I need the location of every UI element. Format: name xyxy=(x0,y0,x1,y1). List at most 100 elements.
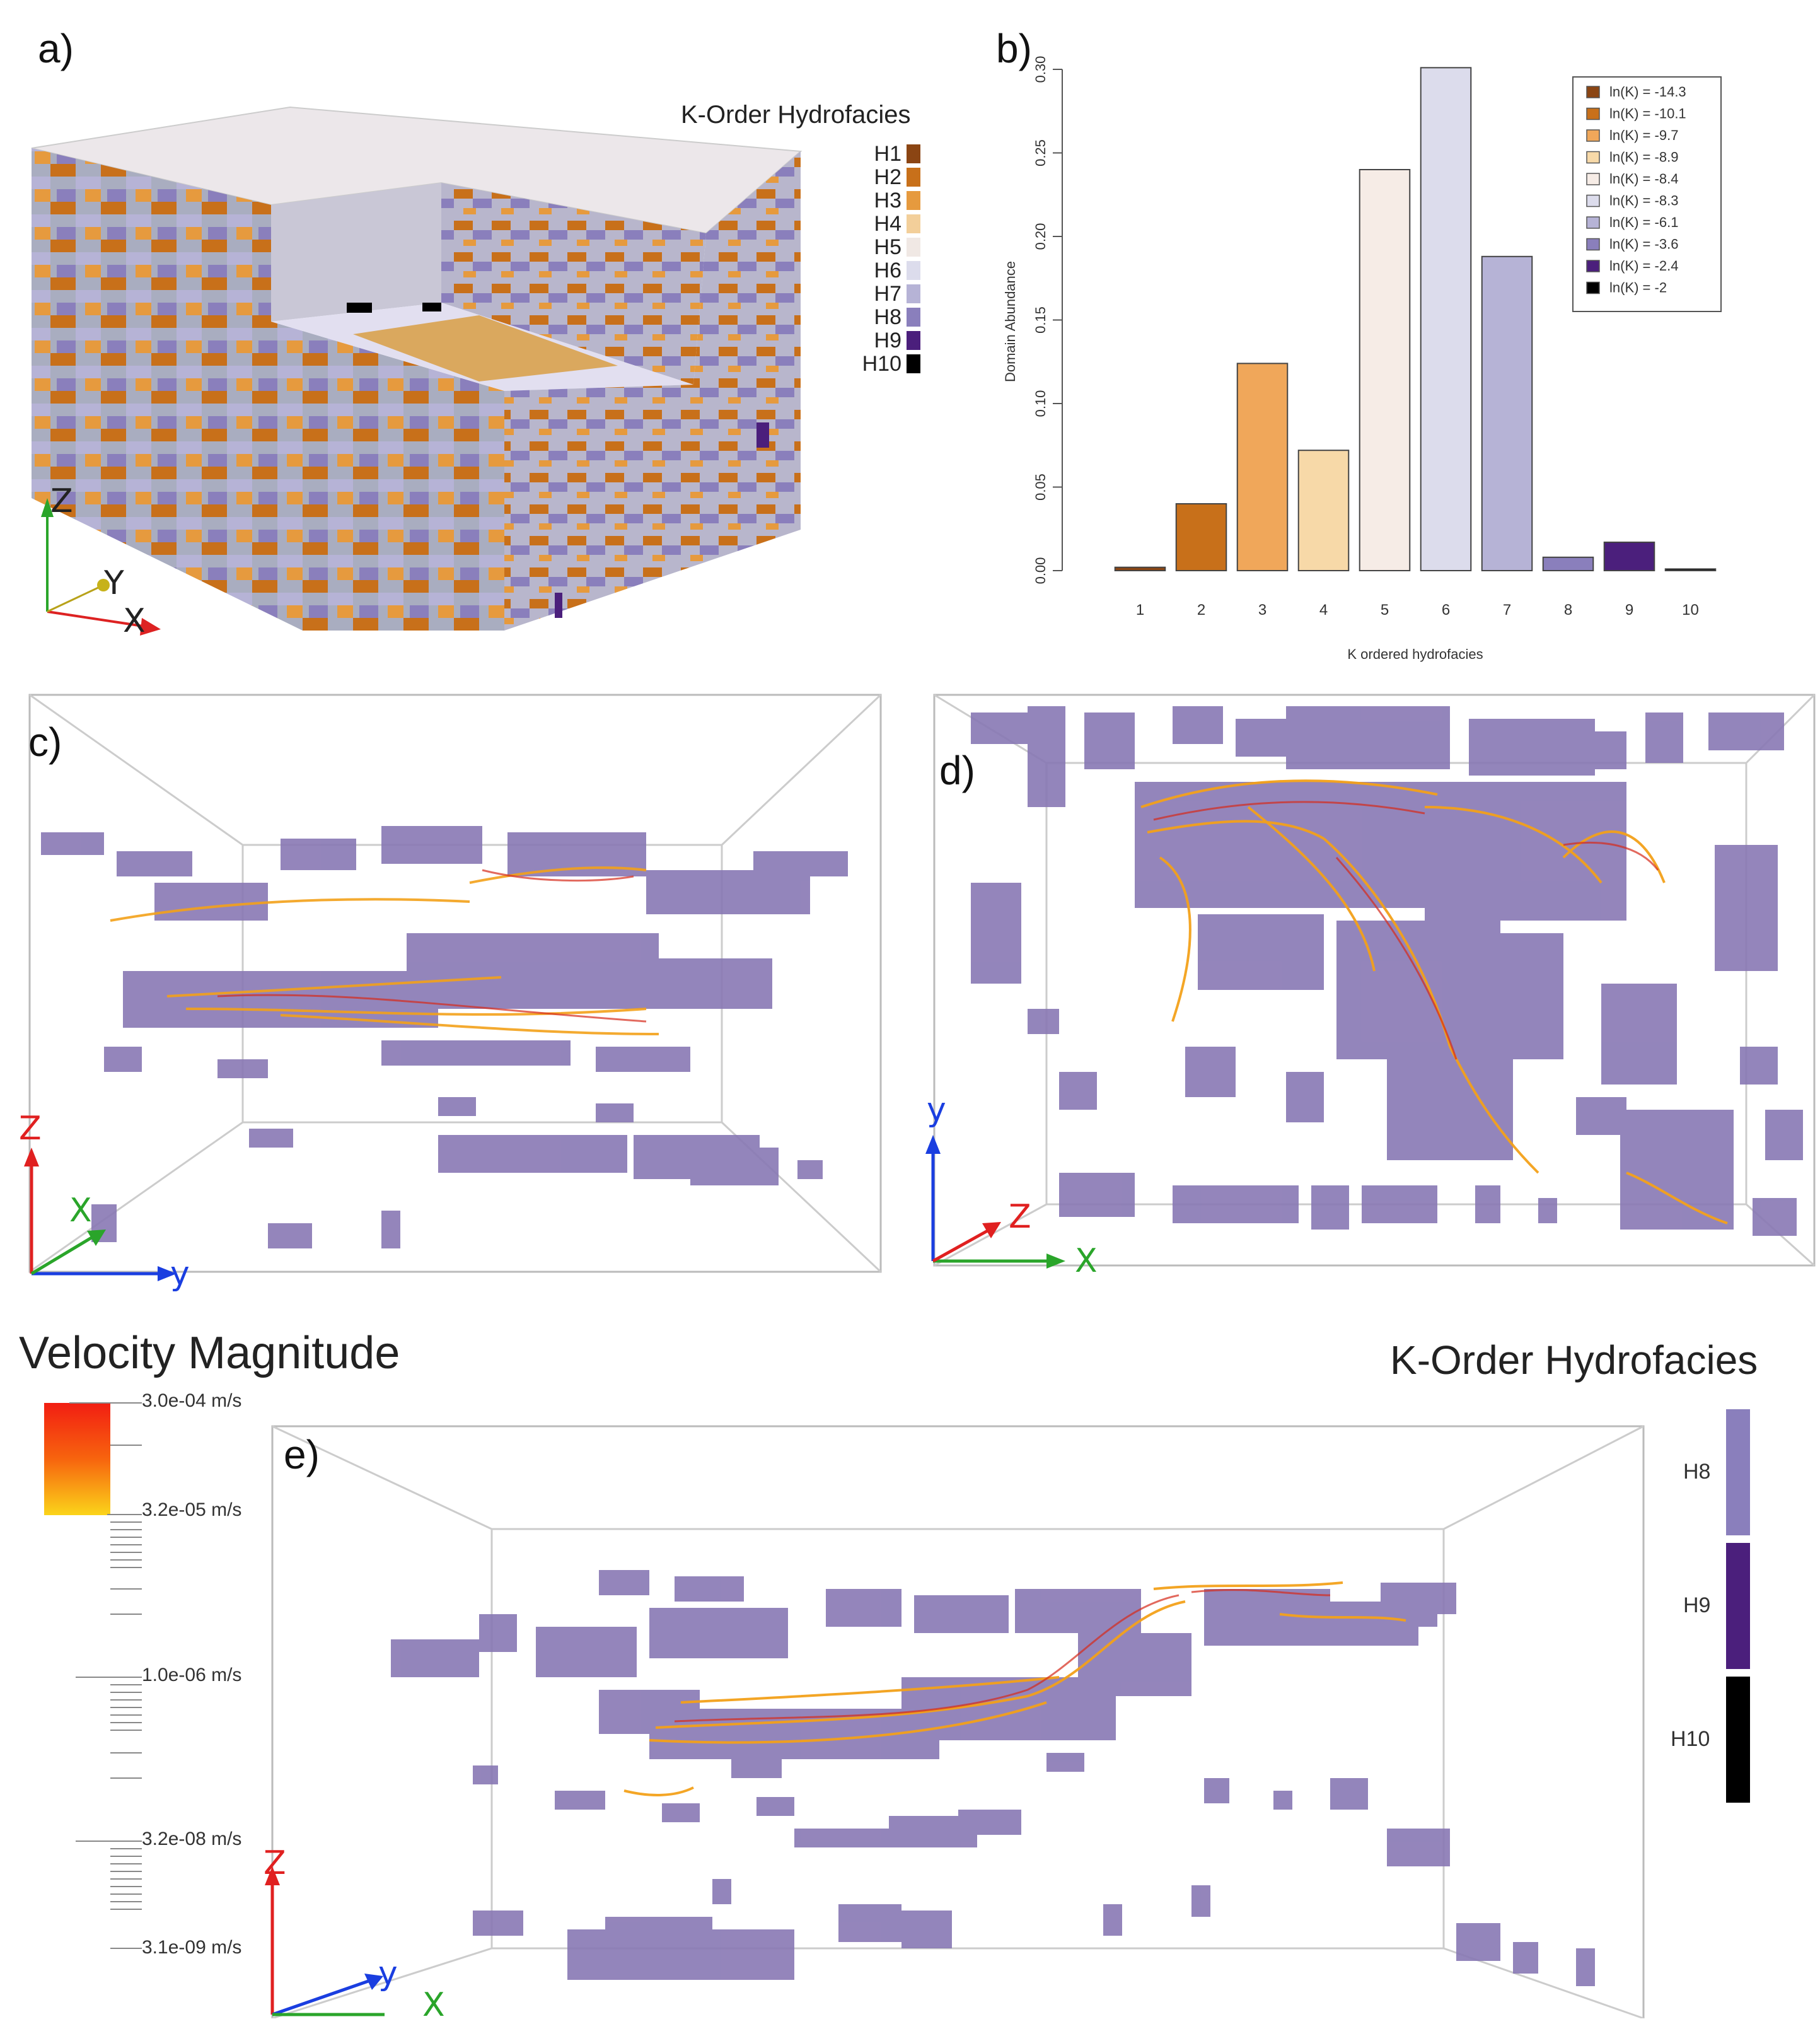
legend-item-h9: H9 xyxy=(1664,1543,1759,1669)
y-axis-title: Domain Abundance xyxy=(1002,261,1018,382)
legend-label: H10 xyxy=(1671,1727,1710,1751)
panel-c-y-axis-label: y xyxy=(170,1255,190,1293)
legend-swatch xyxy=(1726,1543,1750,1669)
legend-swatch xyxy=(907,238,920,257)
x-tick-label: 4 xyxy=(1319,602,1328,619)
panel-c-label: c) xyxy=(28,719,62,765)
legend-item-h8: H8 xyxy=(1664,1409,1759,1535)
legend-label: H7 xyxy=(874,282,901,306)
legend-label: H5 xyxy=(874,235,901,259)
legend-item-h6: H6 xyxy=(845,259,920,282)
x-tick-label: 6 xyxy=(1442,602,1450,619)
bar xyxy=(1236,363,1289,572)
panel-c-x-axis-label: X xyxy=(69,1192,92,1230)
panel-d-z-axis-label: Z xyxy=(1009,1198,1031,1236)
legend-swatch xyxy=(907,331,920,350)
velocity-tick-label: 3.2e-08 m/s xyxy=(142,1829,242,1849)
panel-e-frame xyxy=(271,1425,1645,2018)
legend-label: H3 xyxy=(874,189,901,212)
legend-swatch xyxy=(1726,1409,1750,1535)
bar xyxy=(1297,450,1350,572)
legend-swatch xyxy=(907,284,920,303)
legend-swatch xyxy=(907,214,920,233)
panel-a-block-diagram xyxy=(31,106,803,631)
legend-item-h7: H7 xyxy=(845,282,920,306)
panel-e-z-axis-label: Z xyxy=(264,1844,286,1882)
legend-label: H9 xyxy=(1683,1593,1711,1617)
legend-swatch xyxy=(907,168,920,187)
legend-label: H2 xyxy=(874,165,901,189)
legend-swatch xyxy=(907,308,920,327)
panel-d-axis-triad xyxy=(925,1135,1065,1269)
panel-d-label: d) xyxy=(939,748,975,793)
panel-c-z-axis-label: Z xyxy=(19,1110,42,1148)
panel-e-y-axis-label: y xyxy=(378,1955,398,1992)
bar xyxy=(1481,255,1533,571)
panel-d-y-axis-label: y xyxy=(927,1091,946,1129)
legend-swatch xyxy=(907,144,920,163)
legend-item-h5: H5 xyxy=(845,235,920,259)
legend-swatch xyxy=(1586,151,1600,164)
legend-item-h4: H4 xyxy=(845,212,920,236)
panel-e-axis-triad xyxy=(265,1866,385,2016)
y-tick-label: 0.00 xyxy=(1033,557,1048,585)
panel-a-y-axis-label: Y xyxy=(104,564,124,602)
legend-label: ln(K) = -6.1 xyxy=(1609,214,1678,230)
legend-item-h10: H10 xyxy=(845,352,920,376)
y-tick-label: 0.30 xyxy=(1033,56,1048,83)
legend-label: ln(K) = -2.4 xyxy=(1609,258,1678,274)
x-tick-label: 1 xyxy=(1136,602,1144,619)
panel-a-z-axis-label: Z xyxy=(50,482,73,520)
bar xyxy=(1175,503,1227,571)
legend-swatch xyxy=(1586,129,1600,142)
legend-swatch xyxy=(1586,260,1600,272)
bar xyxy=(1114,566,1166,572)
legend-label: ln(K) = -3.6 xyxy=(1609,236,1678,252)
x-tick-label: 2 xyxy=(1197,602,1205,619)
legend-item-h2: H2 xyxy=(845,165,920,189)
x-tick-label: 8 xyxy=(1564,602,1572,619)
y-tick-label: 0.05 xyxy=(1033,474,1048,501)
panel-d-frame xyxy=(933,694,1816,1267)
legend-swatch xyxy=(907,354,920,373)
panel-e-label: e) xyxy=(284,1432,320,1477)
velocity-colorbar xyxy=(44,1403,110,1515)
legend-swatch xyxy=(1586,238,1600,251)
velocity-tick-label: 3.1e-09 m/s xyxy=(142,1937,242,1958)
panel-a-label: a) xyxy=(38,26,74,71)
x-tick-label: 10 xyxy=(1682,602,1699,619)
x-tick-label: 3 xyxy=(1258,602,1266,619)
legend-label: ln(K) = -10.1 xyxy=(1609,106,1686,122)
legend-swatch xyxy=(1586,194,1600,207)
legend-label: H8 xyxy=(1683,1460,1711,1484)
legend-swatch xyxy=(907,261,920,280)
panel-d-x-axis-label: X xyxy=(1075,1242,1098,1280)
bar xyxy=(1359,169,1411,571)
velocity-magnitude-title: Velocity Magnitude xyxy=(19,1328,400,1378)
panel-d-box-wireframe xyxy=(933,694,1816,1267)
legend-item-h10: H10 xyxy=(1664,1677,1759,1803)
y-tick-label: 0.25 xyxy=(1033,139,1048,166)
bar xyxy=(1542,556,1594,571)
legend-item-h8: H8 xyxy=(845,305,920,329)
panel-b-bar-chart: 0.00 0.05 0.10 0.15 0.20 0.25 0.30 Domain Abund… xyxy=(1002,56,1722,662)
x-tick-label: 7 xyxy=(1503,602,1511,619)
legend-label: H9 xyxy=(874,329,901,352)
legend-label: ln(K) = -14.3 xyxy=(1609,84,1686,100)
panel-a-axis-triad xyxy=(41,498,161,636)
panel-a-x-axis-label: X xyxy=(123,602,146,640)
x-tick-label: 5 xyxy=(1381,602,1389,619)
legend-item-h9: H9 xyxy=(845,329,920,352)
hydrofacies-legend-title: K-Order Hydrofacies xyxy=(1390,1337,1758,1383)
panel-e-x-axis-label: X xyxy=(422,1986,445,2024)
legend-label: ln(K) = -8.4 xyxy=(1609,171,1678,187)
legend-label: ln(K) = -2 xyxy=(1609,280,1667,296)
legend-swatch xyxy=(1586,86,1600,98)
bar xyxy=(1664,568,1717,571)
y-tick-label: 0.10 xyxy=(1033,390,1048,417)
x-axis-title: K ordered hydrofacies xyxy=(1347,646,1483,662)
chart-legend-box xyxy=(1572,76,1722,312)
legend-label: H8 xyxy=(874,305,901,329)
legend-label: ln(K) = -9.7 xyxy=(1609,127,1678,143)
legend-swatch xyxy=(907,191,920,210)
